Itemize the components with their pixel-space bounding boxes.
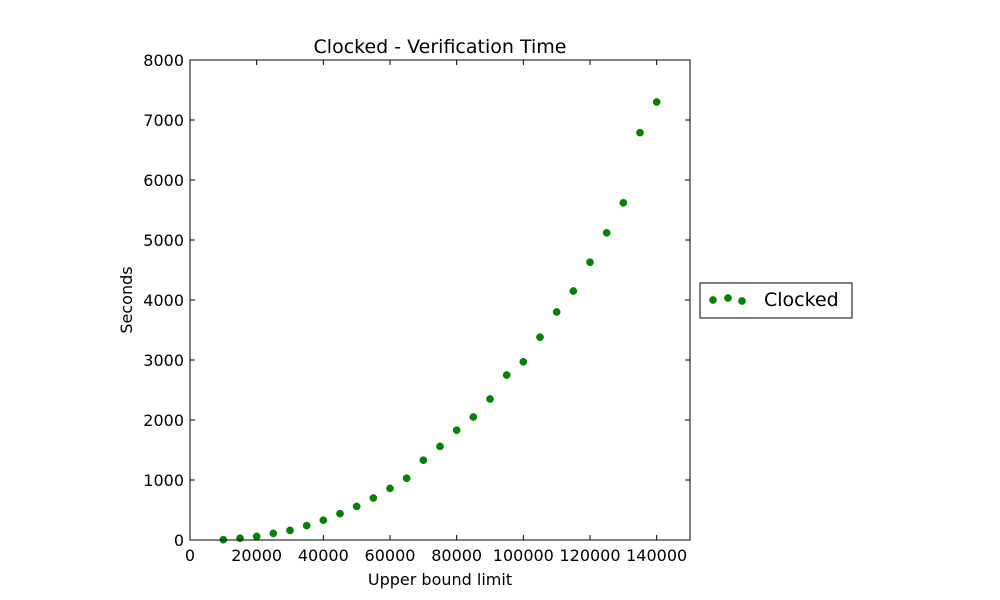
y-tick-label: 1000 bbox=[143, 471, 184, 490]
data-point bbox=[636, 128, 644, 137]
x-axis-title: Upper bound limit bbox=[368, 570, 512, 589]
y-tick-label: 6000 bbox=[143, 171, 184, 190]
x-tick-label: 60000 bbox=[365, 546, 416, 565]
data-point bbox=[552, 308, 561, 316]
data-point bbox=[319, 516, 328, 525]
data-point bbox=[519, 357, 528, 366]
x-axis: 0 20000 40000 60000 80000 100000 120000 140000 bbox=[185, 60, 687, 565]
legend-label-clocked: Clocked bbox=[764, 289, 839, 311]
data-point bbox=[586, 258, 594, 267]
chart-title: Clocked - Verification Time bbox=[314, 36, 567, 58]
data-points bbox=[219, 98, 661, 544]
data-point bbox=[419, 456, 428, 465]
data-point bbox=[369, 494, 378, 502]
data-point bbox=[402, 474, 411, 483]
data-point bbox=[252, 532, 261, 541]
y-tick-label: 7000 bbox=[143, 111, 184, 130]
y-axis-title: Seconds bbox=[117, 266, 136, 333]
legend-marker bbox=[709, 296, 717, 304]
x-tick-label: 40000 bbox=[298, 546, 349, 565]
legend-marker bbox=[724, 294, 732, 302]
y-tick-label: 5000 bbox=[143, 231, 184, 250]
data-point bbox=[352, 502, 361, 511]
data-point bbox=[469, 413, 478, 421]
data-point bbox=[536, 333, 544, 342]
y-axis: 0 1000 2000 3000 4000 5000 6000 7000 8000 bbox=[143, 51, 690, 550]
data-point bbox=[269, 529, 278, 538]
legend-marker bbox=[738, 297, 746, 305]
y-tick-label: 3000 bbox=[143, 351, 184, 370]
y-tick-label: 2000 bbox=[143, 411, 184, 430]
data-point bbox=[286, 526, 294, 535]
data-point bbox=[336, 509, 344, 518]
legend: Clocked bbox=[699, 282, 853, 319]
data-point bbox=[386, 484, 394, 493]
x-tick-label: 0 bbox=[185, 546, 195, 565]
x-tick-label: 100000 bbox=[493, 546, 554, 565]
data-point bbox=[302, 521, 311, 530]
y-tick-label: 0 bbox=[174, 531, 184, 550]
data-point bbox=[236, 534, 244, 543]
data-point bbox=[452, 426, 461, 435]
data-point bbox=[486, 395, 494, 403]
x-tick-label: 140000 bbox=[626, 546, 687, 565]
legend-marker-group bbox=[709, 294, 746, 305]
plot-area-frame bbox=[189, 59, 691, 541]
data-point bbox=[619, 198, 628, 207]
data-point bbox=[602, 228, 611, 237]
data-point bbox=[652, 98, 661, 106]
x-tick-label: 20000 bbox=[231, 546, 282, 565]
y-tick-label: 8000 bbox=[143, 51, 184, 70]
y-tick-label: 4000 bbox=[143, 291, 184, 310]
data-point bbox=[436, 442, 444, 451]
x-tick-label: 120000 bbox=[559, 546, 620, 565]
data-point bbox=[502, 371, 511, 379]
x-tick-label: 80000 bbox=[431, 546, 482, 565]
data-point bbox=[569, 287, 578, 295]
